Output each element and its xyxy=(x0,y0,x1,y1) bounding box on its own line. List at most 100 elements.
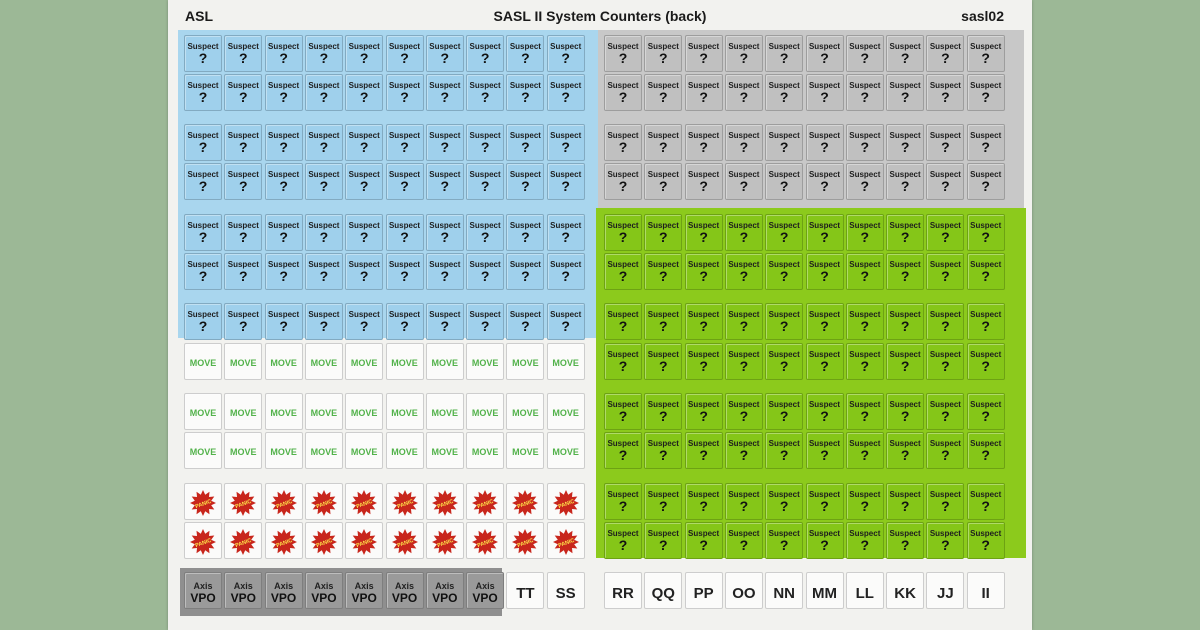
suspect-counter[interactable]: Suspect? xyxy=(345,35,384,72)
suspect-counter[interactable]: Suspect? xyxy=(926,74,965,111)
suspect-counter[interactable]: Suspect? xyxy=(425,124,464,161)
suspect-counter[interactable]: Suspect? xyxy=(724,214,763,251)
suspect-counter[interactable]: Suspect? xyxy=(805,253,844,290)
move-counter[interactable]: MOVE xyxy=(224,432,263,469)
move-counter[interactable]: MOVE xyxy=(506,432,545,469)
axis-vpo-counter[interactable]: Axis VPO xyxy=(425,572,464,609)
suspect-counter[interactable]: Suspect? xyxy=(644,343,683,380)
suspect-counter[interactable]: Suspect? xyxy=(264,74,303,111)
axis-vpo-counter[interactable]: Axis VPO xyxy=(385,572,424,609)
suspect-counter[interactable]: Suspect? xyxy=(926,522,965,559)
letter-counter-nn[interactable]: NN xyxy=(765,572,804,609)
suspect-counter[interactable]: Suspect? xyxy=(886,124,925,161)
suspect-counter[interactable]: Suspect? xyxy=(644,522,683,559)
move-counter[interactable]: MOVE xyxy=(184,393,222,430)
suspect-counter[interactable]: Suspect? xyxy=(604,343,642,380)
suspect-counter[interactable]: Suspect? xyxy=(886,483,925,520)
suspect-counter[interactable]: Suspect? xyxy=(765,124,804,161)
suspect-counter[interactable]: Suspect? xyxy=(546,74,585,111)
suspect-counter[interactable]: Suspect? xyxy=(765,483,804,520)
suspect-counter[interactable]: Suspect? xyxy=(304,253,343,290)
suspect-counter[interactable]: Suspect? xyxy=(224,253,263,290)
suspect-counter[interactable]: Suspect? xyxy=(604,35,642,72)
move-counter[interactable]: MOVE xyxy=(466,343,505,380)
suspect-counter[interactable]: Suspect? xyxy=(224,163,263,200)
move-counter[interactable]: MOVE xyxy=(224,393,263,430)
move-counter[interactable]: MOVE xyxy=(425,343,464,380)
suspect-counter[interactable]: Suspect? xyxy=(926,124,965,161)
suspect-counter[interactable]: Suspect? xyxy=(805,163,844,200)
suspect-counter[interactable]: Suspect? xyxy=(345,303,384,340)
suspect-counter[interactable]: Suspect? xyxy=(184,74,222,111)
suspect-counter[interactable]: Suspect? xyxy=(506,163,545,200)
suspect-counter[interactable]: Suspect? xyxy=(644,214,683,251)
suspect-counter[interactable]: Suspect? xyxy=(805,432,844,469)
suspect-counter[interactable]: Suspect? xyxy=(224,214,263,251)
letter-counter-ll[interactable]: LL xyxy=(845,572,884,609)
axis-vpo-counter[interactable]: Axis VPO xyxy=(304,572,343,609)
suspect-counter[interactable]: Suspect? xyxy=(845,522,884,559)
suspect-counter[interactable]: Suspect? xyxy=(345,124,384,161)
suspect-counter[interactable]: Suspect? xyxy=(724,432,763,469)
suspect-counter[interactable]: Suspect? xyxy=(765,522,804,559)
suspect-counter[interactable]: Suspect? xyxy=(304,74,343,111)
suspect-counter[interactable]: Suspect? xyxy=(966,74,1005,111)
suspect-counter[interactable]: Suspect? xyxy=(604,253,642,290)
suspect-counter[interactable]: Suspect? xyxy=(724,35,763,72)
suspect-counter[interactable]: Suspect? xyxy=(886,214,925,251)
suspect-counter[interactable]: Suspect? xyxy=(845,483,884,520)
suspect-counter[interactable]: Suspect? xyxy=(684,483,723,520)
suspect-counter[interactable]: Suspect? xyxy=(926,483,965,520)
suspect-counter[interactable]: Suspect? xyxy=(644,253,683,290)
suspect-counter[interactable]: Suspect? xyxy=(184,124,222,161)
suspect-counter[interactable]: Suspect? xyxy=(845,124,884,161)
axis-vpo-counter[interactable]: Axis VPO xyxy=(264,572,303,609)
letter-counter-tt[interactable]: TT xyxy=(506,572,545,609)
panic-counter[interactable]: PANIC xyxy=(506,522,545,559)
move-counter[interactable]: MOVE xyxy=(506,343,545,380)
suspect-counter[interactable]: Suspect? xyxy=(546,163,585,200)
suspect-counter[interactable]: Suspect? xyxy=(644,303,683,340)
suspect-counter[interactable]: Suspect? xyxy=(506,214,545,251)
move-counter[interactable]: MOVE xyxy=(345,393,384,430)
suspect-counter[interactable]: Suspect? xyxy=(385,74,424,111)
suspect-counter[interactable]: Suspect? xyxy=(385,35,424,72)
axis-vpo-counter[interactable]: Axis VPO xyxy=(466,572,505,609)
suspect-counter[interactable]: Suspect? xyxy=(546,303,585,340)
suspect-counter[interactable]: Suspect? xyxy=(604,163,642,200)
suspect-counter[interactable]: Suspect? xyxy=(184,214,222,251)
letter-counter-rr[interactable]: RR xyxy=(604,572,642,609)
move-counter[interactable]: MOVE xyxy=(466,432,505,469)
suspect-counter[interactable]: Suspect? xyxy=(684,303,723,340)
suspect-counter[interactable]: Suspect? xyxy=(604,483,642,520)
suspect-counter[interactable]: Suspect? xyxy=(724,163,763,200)
suspect-counter[interactable]: Suspect? xyxy=(224,35,263,72)
suspect-counter[interactable]: Suspect? xyxy=(926,303,965,340)
panic-counter[interactable]: PANIC xyxy=(184,522,222,559)
move-counter[interactable]: MOVE xyxy=(425,432,464,469)
letter-counter-qq[interactable]: QQ xyxy=(644,572,683,609)
suspect-counter[interactable]: Suspect? xyxy=(385,214,424,251)
suspect-counter[interactable]: Suspect? xyxy=(926,343,965,380)
suspect-counter[interactable]: Suspect? xyxy=(845,343,884,380)
suspect-counter[interactable]: Suspect? xyxy=(966,253,1005,290)
move-counter[interactable]: MOVE xyxy=(304,343,343,380)
suspect-counter[interactable]: Suspect? xyxy=(604,393,642,430)
suspect-counter[interactable]: Suspect? xyxy=(724,393,763,430)
suspect-counter[interactable]: Suspect? xyxy=(345,163,384,200)
suspect-counter[interactable]: Suspect? xyxy=(604,303,642,340)
suspect-counter[interactable]: Suspect? xyxy=(345,74,384,111)
suspect-counter[interactable]: Suspect? xyxy=(805,214,844,251)
suspect-counter[interactable]: Suspect? xyxy=(506,74,545,111)
suspect-counter[interactable]: Suspect? xyxy=(604,74,642,111)
move-counter[interactable]: MOVE xyxy=(425,393,464,430)
suspect-counter[interactable]: Suspect? xyxy=(385,163,424,200)
suspect-counter[interactable]: Suspect? xyxy=(385,253,424,290)
move-counter[interactable]: MOVE xyxy=(264,343,303,380)
suspect-counter[interactable]: Suspect? xyxy=(684,214,723,251)
panic-counter[interactable]: PANIC xyxy=(466,483,505,520)
suspect-counter[interactable]: Suspect? xyxy=(966,432,1005,469)
suspect-counter[interactable]: Suspect? xyxy=(684,393,723,430)
suspect-counter[interactable]: Suspect? xyxy=(886,303,925,340)
move-counter[interactable]: MOVE xyxy=(506,393,545,430)
